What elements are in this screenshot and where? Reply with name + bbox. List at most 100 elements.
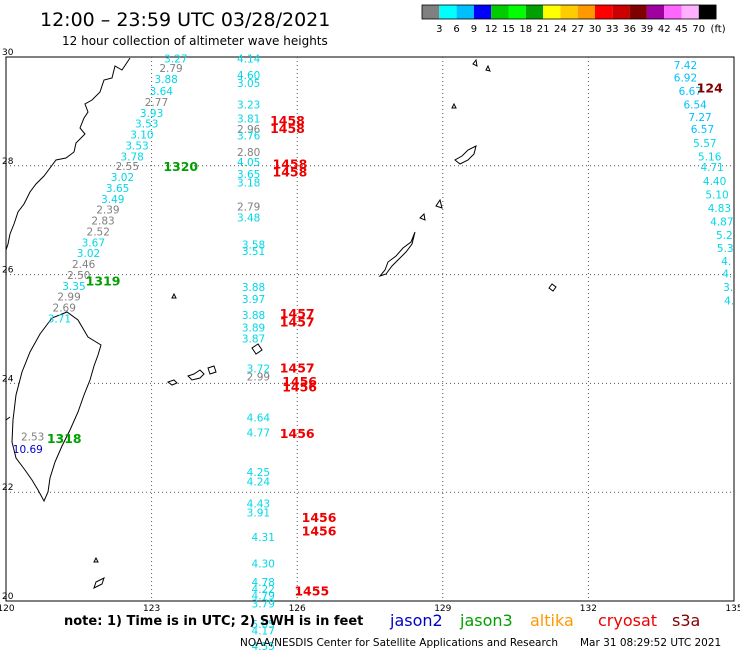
wave-height-value: 4.71	[700, 162, 723, 174]
wave-height-value: 3.65	[106, 183, 129, 195]
wave-height-value: 4.17	[252, 626, 275, 638]
timestamp-text: Mar 31 08:29:52 UTC 2021	[580, 637, 721, 649]
wave-height-value: 2.55	[116, 161, 139, 173]
map-frame	[5, 56, 735, 602]
map-border	[5, 56, 735, 602]
wave-height-value: 4.05	[237, 157, 260, 169]
wave-height-value: 4.64	[247, 412, 271, 424]
colorbar-label: 6	[453, 24, 459, 35]
wave-height-value: 2.52	[87, 226, 110, 238]
lat-tick-label: 24	[2, 374, 14, 384]
wave-height-value: 3.91	[247, 508, 270, 520]
lon-tick-label: 123	[143, 604, 160, 614]
wave-height-value: 3.18	[237, 177, 260, 189]
wave-height-value: 3.78	[120, 151, 143, 163]
wave-height-value: 4.87	[710, 217, 733, 229]
wave-height-value: 3.58	[242, 239, 265, 251]
grid-tick-labels: 120 123 126 129 132 135 20 22 24 26 28 30	[0, 48, 740, 614]
wave-height-value: 4.22	[252, 584, 275, 596]
legend-jason2: jason2	[389, 611, 443, 630]
colorbar-outline	[421, 4, 717, 20]
wave-height-value: 3.72	[247, 364, 270, 376]
wave-height-value: 3.89	[242, 323, 265, 335]
colorbar-label: 70	[692, 24, 705, 35]
pass-number-cryosat: 1456	[282, 380, 317, 395]
pass-number-cryosat: 1456	[302, 524, 337, 539]
colorbar-label: 9	[471, 24, 477, 35]
small-island-d	[93, 556, 99, 563]
wave-height-value: 5.2	[716, 230, 733, 242]
colorbar-swatch	[422, 5, 440, 19]
daito-island	[548, 283, 557, 292]
wave-height-value: 2.46	[72, 259, 96, 271]
wave-height-value: 3.76	[237, 131, 261, 143]
wave-height-value: 7.27	[688, 112, 711, 124]
wave-height-value: 6.92	[674, 72, 697, 84]
wave-height-value: 3.35	[62, 281, 85, 293]
wave-height-value: 3.10	[130, 130, 153, 142]
pass-number-cryosat: 1458	[270, 113, 305, 128]
wave-height-value: 3.	[723, 282, 733, 294]
pass-number-cryosat: 1458	[273, 165, 308, 180]
wave-height-value: 10.69	[13, 444, 43, 456]
small-island-a	[472, 58, 478, 67]
wave-height-value: 5.57	[693, 138, 716, 150]
pass-number-jason3: 1319	[86, 273, 121, 288]
colorbar-swatch	[508, 5, 526, 19]
footnote: note: 1) Time is in UTC; 2) SWH is in fe…	[64, 614, 363, 629]
colorbar-swatch	[543, 5, 561, 19]
colorbar-swatch	[698, 5, 717, 19]
wave-height-value: 3.53	[135, 119, 158, 131]
lat-lon-grid	[6, 57, 734, 601]
wave-height-value: 2.99	[247, 372, 270, 384]
wave-height-value: 3.67	[82, 237, 105, 249]
wave-height-value: 4.43	[247, 498, 270, 510]
wave-height-value: 4.	[724, 296, 734, 308]
pass-number-jason3: 1318	[47, 431, 82, 446]
wave-height-value: 2.79	[159, 63, 182, 75]
pass-number-s3a: 124	[697, 80, 723, 95]
wave-height-value: 5.05	[252, 619, 275, 631]
yonaguni-island	[166, 379, 178, 386]
colorbar-label: 42	[658, 24, 671, 35]
colorbar-label: 33	[606, 24, 619, 35]
lat-tick-label: 26	[2, 266, 14, 276]
wave-height-value: 3.71	[48, 313, 71, 325]
colorbar-label: 3	[436, 24, 442, 35]
okinoerabu	[419, 212, 426, 221]
wave-height-value: 2.79	[237, 201, 260, 213]
wave-height-value: 5.3	[717, 243, 734, 255]
wave-height-value: 4.	[721, 256, 731, 268]
wave-height-value: 2.50	[67, 270, 90, 282]
colorbar-swatch	[491, 5, 509, 19]
lon-tick-label: 132	[580, 604, 597, 614]
miyako-island	[251, 343, 263, 355]
legend-altika: altika	[530, 611, 574, 630]
colorbar-swatch	[664, 5, 682, 19]
small-island-e	[171, 292, 177, 299]
colorbar-label: 18	[519, 24, 532, 35]
colorbar-swatch	[577, 5, 595, 19]
pass-number-cryosat: 1458	[273, 157, 308, 172]
colorbar-swatch	[681, 5, 699, 19]
wave-height-value: 7.42	[674, 60, 697, 72]
wave-height-value: 4.25	[247, 467, 270, 479]
wave-height-value: 3.88	[154, 74, 177, 86]
wave-height-value: 2.80	[237, 147, 260, 159]
wave-height-colorbar: 3 6 9 12 15 18 21 24 27 30 33 36 39 42 45 70 (ft)	[421, 4, 726, 35]
lat-tick-label: 30	[2, 48, 14, 58]
wave-height-value: 4.40	[703, 176, 726, 188]
lat-tick-label: 20	[2, 592, 14, 602]
colorbar-swatch	[646, 5, 665, 19]
colorbar-swatch	[560, 5, 578, 19]
legend-s3a: s3a	[672, 611, 700, 630]
wave-height-value: 3.49	[101, 194, 124, 206]
wave-height-value: 6.57	[691, 124, 714, 136]
wave-height-value: 2.83	[91, 216, 114, 228]
wave-height-value: 3.88	[242, 310, 265, 322]
wave-height-value: 4.60	[237, 70, 260, 82]
wave-height-value: 4.77	[247, 428, 270, 440]
colorbar-swatch	[473, 5, 492, 19]
